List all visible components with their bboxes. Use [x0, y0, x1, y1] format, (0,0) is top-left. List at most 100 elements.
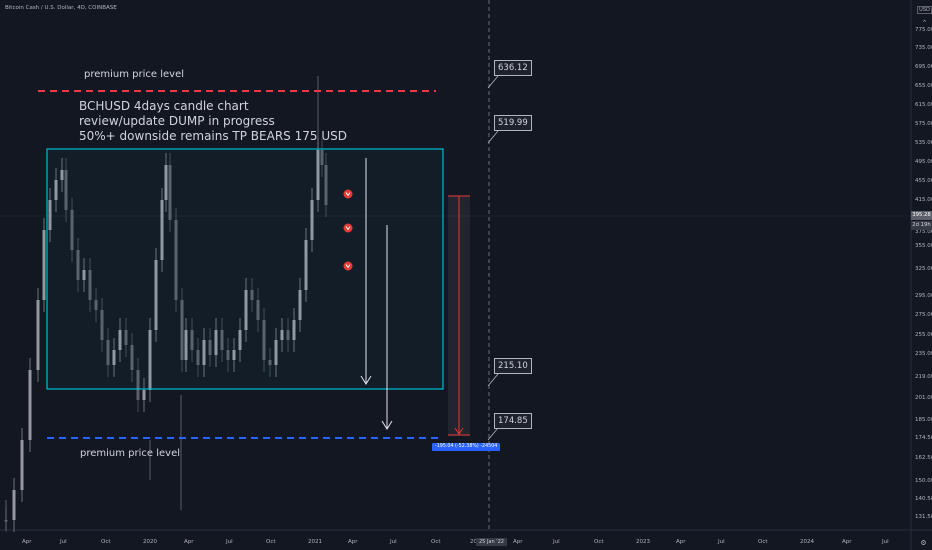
candle-body: [124, 330, 128, 345]
range-box: [46, 148, 444, 390]
candle-body: [160, 200, 164, 260]
time-tick: Jul: [718, 539, 725, 545]
candle-body: [94, 300, 98, 310]
time-tick: Jul: [553, 539, 560, 545]
candle-body: [316, 150, 320, 200]
time-tick: Oct: [101, 539, 111, 545]
callout-pointer-2: [487, 130, 499, 144]
time-tick: 2021: [308, 539, 322, 545]
chevron-up-icon: ⌃: [921, 18, 928, 27]
price-tick: 615.00: [915, 102, 932, 108]
price-tick: 174.50: [915, 435, 932, 441]
price-tick: 695.00: [915, 64, 932, 70]
time-tick: Oct: [594, 539, 604, 545]
price-tick: 455.00: [915, 178, 932, 184]
candle-body: [184, 330, 188, 360]
red-down-icon-2: [343, 223, 353, 233]
price-tick: 655.00: [915, 83, 932, 89]
down-arrow-2-head: [381, 420, 393, 430]
price-tick: 275.00: [915, 312, 932, 318]
candle-body: [256, 300, 260, 320]
price-tick: 201.00: [915, 395, 932, 401]
title-line-2: review/update DUMP in progress: [79, 114, 275, 128]
price-tick: 235.00: [915, 351, 932, 357]
price-tick: 495.00: [915, 159, 932, 165]
candle-body: [190, 330, 194, 350]
callout-pointer-4: [487, 427, 499, 441]
premium-label-bottom: premium price level: [80, 448, 181, 459]
symbol-info: Bitcoin Cash / U.S. Dollar, 4D, COINBASE: [5, 5, 117, 11]
time-tick: Jul: [390, 539, 397, 545]
candle-body: [304, 240, 308, 290]
price-tick: 415.00: [915, 197, 932, 203]
collapse-button[interactable]: ⌃: [919, 17, 930, 28]
candlestick-series: [4, 76, 328, 532]
title-line-3: 50%+ downside remains TP BEARS 175 USD: [79, 129, 347, 143]
candle-body: [292, 320, 296, 340]
candle-body: [106, 340, 110, 365]
candle-body: [250, 290, 254, 300]
time-tick: 2023: [636, 539, 650, 545]
candle-body: [54, 180, 58, 200]
candle-body: [298, 290, 302, 320]
measure-label: -195.04 (-52.38%) -24504: [432, 443, 501, 451]
candle-body: [196, 350, 200, 365]
price-tick: 295.00: [915, 293, 932, 299]
callout-pointer-3: [487, 373, 499, 387]
candle-body: [220, 330, 224, 350]
time-tick: Oct: [758, 539, 768, 545]
callout-price-4[interactable]: 174.85: [494, 413, 532, 429]
candle-body: [148, 330, 152, 390]
red-down-icon-1: [343, 189, 353, 199]
time-tick: Apr: [348, 539, 358, 545]
down-arrow-1-head: [360, 375, 372, 385]
time-tick: Apr: [513, 539, 523, 545]
callout-price-3[interactable]: 215.10: [494, 358, 532, 374]
candle-body: [164, 165, 168, 200]
callout-price-2[interactable]: 519.99: [494, 115, 532, 131]
time-tick: Jul: [226, 539, 233, 545]
price-tick: 735.00: [915, 45, 932, 51]
title-line-1: BCHUSD 4days candle chart: [79, 99, 249, 113]
candle-body: [142, 390, 146, 400]
candle-body: [280, 330, 284, 340]
gear-icon: ⚙: [920, 538, 927, 547]
time-tick: Apr: [842, 539, 852, 545]
cursor-date-tag: 25 Jan '22: [476, 538, 507, 546]
time-tick: Apr: [676, 539, 686, 545]
candle-body: [36, 300, 40, 370]
current-price-tag: 395.28: [911, 211, 932, 220]
time-tick: Apr: [184, 539, 194, 545]
price-tick: 535.00: [915, 140, 932, 146]
premium-label-top: premium price level: [84, 69, 185, 80]
price-tick: 150.00: [915, 478, 932, 484]
candle-body: [82, 270, 86, 280]
price-tick: 219.00: [915, 374, 932, 380]
candle-body: [262, 320, 266, 360]
candle-body: [244, 290, 248, 330]
candle-body: [136, 370, 140, 400]
time-tick: Oct: [431, 539, 441, 545]
candle-body: [320, 150, 324, 165]
price-tick: 775.00: [915, 27, 932, 33]
callout-price-1[interactable]: 636.12: [494, 60, 532, 76]
candle-body: [42, 230, 46, 300]
countdown-tag: 2d 19h: [911, 221, 932, 230]
candle-body: [226, 350, 230, 360]
price-tick: 325.00: [915, 266, 932, 272]
candle-body: [64, 170, 68, 210]
price-tick: 131.50: [915, 514, 932, 520]
candle-body: [130, 345, 134, 370]
settings-button[interactable]: ⚙: [918, 537, 929, 548]
candle-body: [12, 490, 16, 520]
candle-body: [286, 330, 290, 340]
time-tick: 20: [470, 539, 477, 545]
candle-body: [60, 170, 64, 180]
candle-body: [168, 165, 172, 220]
candle-body: [48, 200, 52, 230]
currency-button[interactable]: USD: [917, 5, 932, 14]
candle-body: [174, 220, 178, 300]
price-tick: 575.00: [915, 121, 932, 127]
